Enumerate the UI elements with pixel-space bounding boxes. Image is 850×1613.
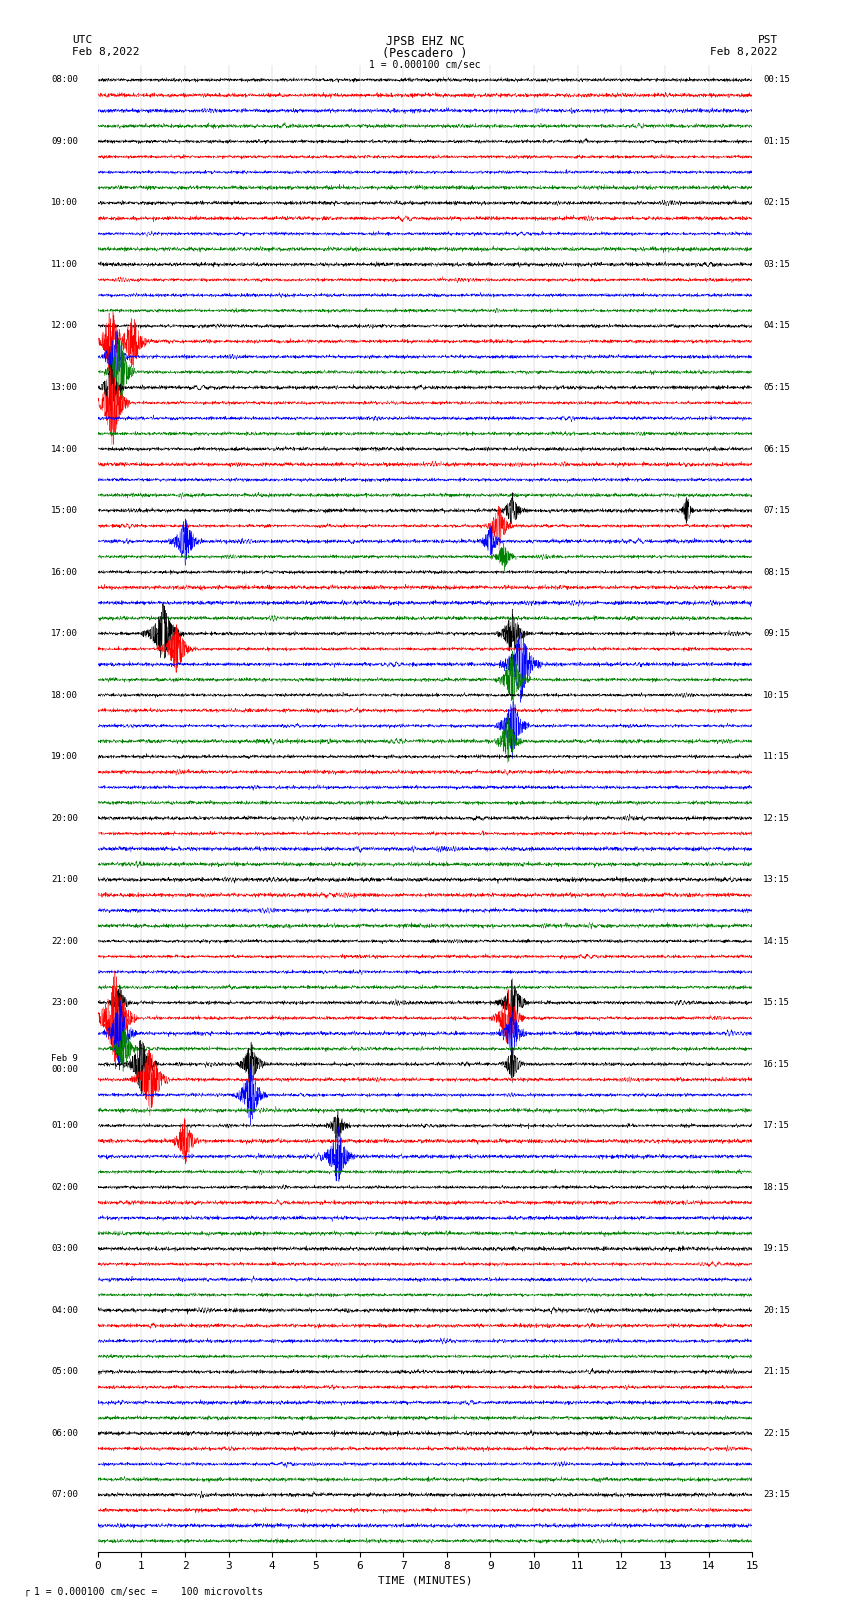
Text: Feb 9
00:00: Feb 9 00:00 [51, 1055, 78, 1074]
Text: 00:15: 00:15 [763, 76, 790, 84]
Text: 11:15: 11:15 [763, 752, 790, 761]
Text: 06:00: 06:00 [51, 1429, 78, 1437]
Text: 18:00: 18:00 [51, 690, 78, 700]
Text: UTC: UTC [72, 35, 93, 45]
Text: Feb 8,2022: Feb 8,2022 [711, 47, 778, 56]
Text: 19:00: 19:00 [51, 752, 78, 761]
Text: 15:15: 15:15 [763, 998, 790, 1007]
Text: 17:00: 17:00 [51, 629, 78, 639]
Text: 07:00: 07:00 [51, 1490, 78, 1500]
Text: 18:15: 18:15 [763, 1182, 790, 1192]
Text: 14:00: 14:00 [51, 445, 78, 453]
Text: 05:15: 05:15 [763, 382, 790, 392]
Text: 23:00: 23:00 [51, 998, 78, 1007]
Text: 12:00: 12:00 [51, 321, 78, 331]
Text: 10:00: 10:00 [51, 198, 78, 208]
Text: 20:15: 20:15 [763, 1307, 790, 1315]
Text: 21:00: 21:00 [51, 876, 78, 884]
X-axis label: TIME (MINUTES): TIME (MINUTES) [377, 1576, 473, 1586]
Text: PST: PST [757, 35, 778, 45]
Text: 13:00: 13:00 [51, 382, 78, 392]
Text: 22:00: 22:00 [51, 937, 78, 945]
Text: JPSB EHZ NC: JPSB EHZ NC [386, 35, 464, 48]
Text: 01:15: 01:15 [763, 137, 790, 145]
Text: Feb 8,2022: Feb 8,2022 [72, 47, 139, 56]
Text: 04:00: 04:00 [51, 1307, 78, 1315]
Text: 15:00: 15:00 [51, 506, 78, 515]
Text: 1 = 0.000100 cm/sec: 1 = 0.000100 cm/sec [369, 60, 481, 69]
Text: 05:00: 05:00 [51, 1368, 78, 1376]
Text: 1 = 0.000100 cm/sec =    100 microvolts: 1 = 0.000100 cm/sec = 100 microvolts [34, 1587, 264, 1597]
Text: 04:15: 04:15 [763, 321, 790, 331]
Text: 16:15: 16:15 [763, 1060, 790, 1069]
Text: ┌: ┌ [24, 1587, 30, 1597]
Text: 08:00: 08:00 [51, 76, 78, 84]
Text: 22:15: 22:15 [763, 1429, 790, 1437]
Text: 03:00: 03:00 [51, 1244, 78, 1253]
Text: 10:15: 10:15 [763, 690, 790, 700]
Text: 07:15: 07:15 [763, 506, 790, 515]
Text: 16:00: 16:00 [51, 568, 78, 576]
Text: 23:15: 23:15 [763, 1490, 790, 1500]
Text: 19:15: 19:15 [763, 1244, 790, 1253]
Text: 08:15: 08:15 [763, 568, 790, 576]
Text: 02:00: 02:00 [51, 1182, 78, 1192]
Text: 14:15: 14:15 [763, 937, 790, 945]
Text: 09:15: 09:15 [763, 629, 790, 639]
Text: 03:15: 03:15 [763, 260, 790, 269]
Text: 06:15: 06:15 [763, 445, 790, 453]
Text: 21:15: 21:15 [763, 1368, 790, 1376]
Text: 20:00: 20:00 [51, 813, 78, 823]
Text: 17:15: 17:15 [763, 1121, 790, 1131]
Text: 02:15: 02:15 [763, 198, 790, 208]
Text: 13:15: 13:15 [763, 876, 790, 884]
Text: 12:15: 12:15 [763, 813, 790, 823]
Text: (Pescadero ): (Pescadero ) [382, 47, 468, 60]
Text: 01:00: 01:00 [51, 1121, 78, 1131]
Text: 09:00: 09:00 [51, 137, 78, 145]
Text: 11:00: 11:00 [51, 260, 78, 269]
